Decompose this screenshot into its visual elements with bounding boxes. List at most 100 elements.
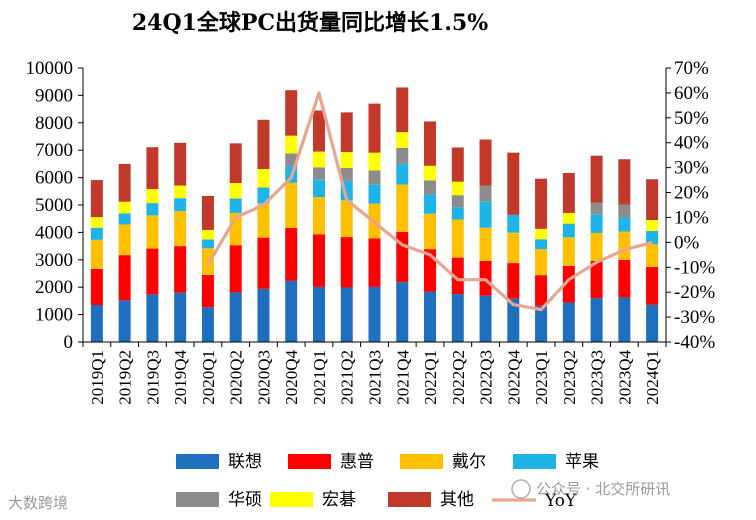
bar-segment-宏碁	[368, 152, 381, 171]
bar-segment-戴尔	[174, 211, 187, 247]
x-tick-label: 2020Q3	[255, 350, 274, 405]
bar-segment-宏碁	[229, 183, 242, 199]
right-tick-label: -20%	[674, 282, 715, 303]
bar-segment-联想	[646, 304, 659, 342]
left-tick-label: 7000	[35, 140, 73, 161]
bar-segment-戴尔	[312, 197, 325, 235]
bar-segment-苹果	[257, 187, 270, 204]
x-tick-label: 2020Q1	[199, 350, 218, 405]
x-tick-label: 2021Q1	[310, 350, 329, 405]
bar-segment-戴尔	[451, 219, 464, 258]
left-tick-label: 9000	[35, 85, 73, 106]
legend-label-戴尔: 戴尔	[452, 452, 486, 472]
bar-segment-惠普	[312, 234, 325, 287]
bar-segment-其他	[90, 180, 103, 218]
bar-segment-华硕	[368, 170, 381, 185]
bar-segment-联想	[90, 305, 103, 342]
x-tick-label: 2023Q1	[532, 350, 551, 405]
legend-swatch-苹果	[513, 454, 556, 469]
bar-segment-惠普	[257, 237, 270, 289]
bar-segment-其他	[368, 103, 381, 153]
bar-segment-惠普	[646, 266, 659, 305]
bar-segment-惠普	[174, 246, 187, 293]
bar-segment-戴尔	[201, 248, 214, 275]
left-tick-label: 5000	[35, 195, 73, 216]
bar-segment-苹果	[90, 227, 103, 240]
x-tick-label: 2022Q4	[504, 350, 523, 405]
bar-segment-苹果	[201, 239, 214, 249]
bar-segment-其他	[507, 152, 520, 215]
left-tick-label: 3000	[35, 250, 73, 271]
bar-segment-宏碁	[424, 165, 437, 181]
bar-segment-华硕	[312, 167, 325, 180]
legend-swatch-戴尔	[400, 454, 443, 469]
bar-segment-联想	[368, 286, 381, 342]
bar-segment-宏碁	[396, 132, 409, 148]
legend-swatch-其他	[388, 492, 431, 507]
bar-segment-惠普	[535, 275, 548, 306]
chart-title: 24Q1全球PC出货量同比增长1.5%	[132, 10, 488, 36]
watermark-right: 公众号 · 北交所研讯	[511, 479, 670, 499]
bar-segment-其他	[451, 147, 464, 182]
bar-segment-苹果	[507, 214, 520, 233]
bar-segment-宏碁	[257, 169, 270, 188]
bar-segment-苹果	[535, 239, 548, 250]
bar-segment-苹果	[312, 179, 325, 198]
bar-segment-惠普	[562, 265, 575, 303]
bar-segment-其他	[479, 139, 492, 186]
x-tick-label: 2020Q2	[227, 350, 246, 405]
left-y-axis: 0 1000 2000 3000 4000 5000 6000 7000 8000 9000 100…	[26, 58, 84, 353]
bar-segment-戴尔	[90, 239, 103, 269]
bar-segment-戴尔	[479, 227, 492, 261]
bar-segment-其他	[174, 142, 187, 186]
bar-segment-戴尔	[562, 237, 575, 266]
x-tick-label: 2023Q3	[588, 350, 607, 405]
bar-segment-联想	[229, 292, 242, 342]
left-tick-label: 4000	[35, 222, 73, 243]
bar-segment-其他	[590, 155, 603, 203]
x-tick-label: 2022Q1	[421, 350, 440, 405]
bar-segment-其他	[340, 112, 353, 153]
right-tick-label: 30%	[674, 158, 709, 179]
left-tick-label: 2000	[35, 277, 73, 298]
bar-segment-联想	[146, 294, 159, 342]
x-tick-label: 2022Q3	[477, 350, 496, 405]
legend-swatch-宏碁	[270, 492, 313, 507]
bar-segment-惠普	[590, 260, 603, 299]
left-tick-label: 0	[64, 332, 74, 353]
bar-segment-戴尔	[535, 249, 548, 276]
bar-segment-宏碁	[312, 151, 325, 168]
bar-segment-联想	[174, 292, 187, 342]
left-tick-label: 10000	[26, 58, 74, 79]
bar-segment-苹果	[590, 214, 603, 233]
bar-segment-惠普	[146, 248, 159, 295]
bar-segment-惠普	[618, 259, 631, 298]
bar-segment-宏碁	[174, 185, 187, 199]
bar-segment-戴尔	[146, 215, 159, 249]
watermark-left-text: 大数跨境	[8, 494, 68, 512]
bar-segment-联想	[562, 302, 575, 342]
right-tick-label: 20%	[674, 183, 709, 204]
right-tick-label: 70%	[674, 58, 709, 79]
bar-segment-其他	[229, 143, 242, 184]
legend-label-苹果: 苹果	[565, 452, 599, 472]
bar-segment-宏碁	[118, 201, 131, 214]
right-tick-label: 40%	[674, 133, 709, 154]
bar-segment-联想	[312, 286, 325, 342]
legend-label-yoy: YoY	[544, 491, 577, 511]
bar-segment-联想	[424, 291, 437, 342]
left-tick-label: 8000	[35, 113, 73, 134]
bar-segment-其他	[646, 179, 659, 221]
bar-segment-华硕	[340, 168, 353, 181]
bar-segment-华硕	[285, 153, 298, 167]
bar-segment-苹果	[451, 207, 464, 220]
legend-label-惠普: 惠普	[340, 452, 374, 472]
bar-segment-华硕	[618, 204, 631, 218]
bar-segment-其他	[535, 178, 548, 229]
bar-segment-联想	[201, 307, 214, 342]
bar-segment-宏碁	[646, 220, 659, 232]
bar-segment-华硕	[396, 147, 409, 164]
yoy-line-series	[206, 91, 653, 312]
bar-segment-苹果	[562, 223, 575, 238]
